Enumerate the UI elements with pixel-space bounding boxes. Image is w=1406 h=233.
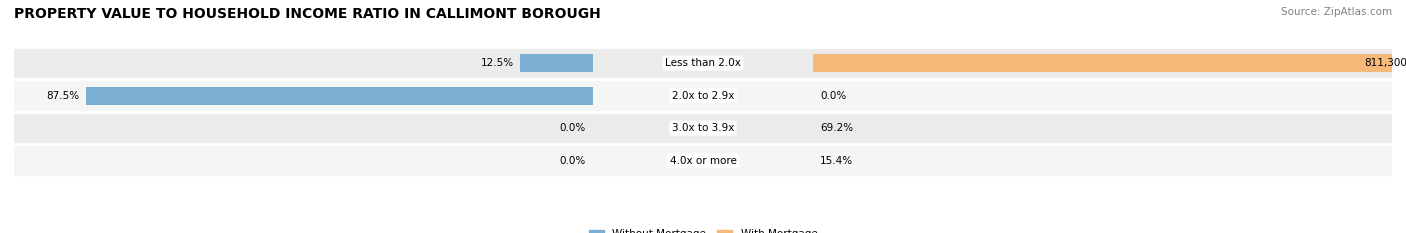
Text: 4.0x or more: 4.0x or more — [669, 156, 737, 166]
Text: 0.0%: 0.0% — [820, 91, 846, 101]
Text: 0.0%: 0.0% — [560, 123, 586, 133]
Text: 15.4%: 15.4% — [820, 156, 853, 166]
Text: 2.0x to 2.9x: 2.0x to 2.9x — [672, 91, 734, 101]
Legend: Without Mortgage, With Mortgage: Without Mortgage, With Mortgage — [589, 230, 817, 233]
Bar — [813, 54, 1392, 72]
Text: 12.5%: 12.5% — [481, 58, 513, 68]
Text: 69.2%: 69.2% — [820, 123, 853, 133]
Text: Less than 2.0x: Less than 2.0x — [665, 58, 741, 68]
Bar — [14, 144, 1392, 177]
Bar — [14, 112, 1392, 144]
Text: 3.0x to 3.9x: 3.0x to 3.9x — [672, 123, 734, 133]
Bar — [86, 87, 593, 105]
Bar — [14, 79, 1392, 112]
Text: 87.5%: 87.5% — [46, 91, 80, 101]
Text: PROPERTY VALUE TO HOUSEHOLD INCOME RATIO IN CALLIMONT BOROUGH: PROPERTY VALUE TO HOUSEHOLD INCOME RATIO… — [14, 7, 600, 21]
Bar — [520, 54, 593, 72]
Text: Source: ZipAtlas.com: Source: ZipAtlas.com — [1281, 7, 1392, 17]
Text: 0.0%: 0.0% — [560, 156, 586, 166]
Bar — [14, 47, 1392, 79]
Text: 811,300.0%: 811,300.0% — [1364, 58, 1406, 68]
